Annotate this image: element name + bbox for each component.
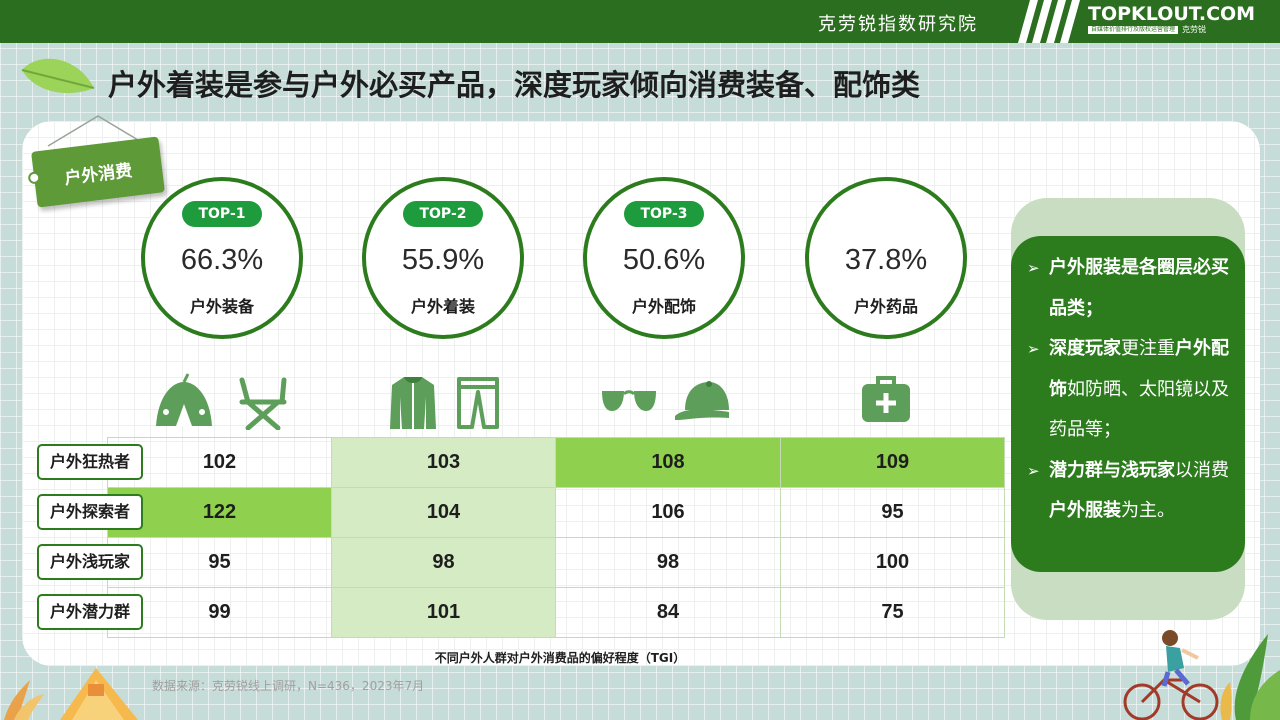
- table-cell: 98: [331, 537, 556, 588]
- topklout-logo: TOPKLOUT.COM 自媒体价值排行及版权运营管理 克劳锐: [1088, 3, 1256, 34]
- percent-value: 66.3%: [180, 244, 264, 276]
- cap-icon: [675, 381, 729, 420]
- rank-badge: TOP-1: [182, 201, 262, 227]
- table-cell: 103: [331, 437, 556, 488]
- rank-badge: TOP-2: [403, 201, 483, 227]
- insight-item: ➢ 潜力群与浅玩家以消费户外服装为主。: [1027, 451, 1231, 532]
- table-cell: 84: [555, 587, 781, 638]
- sunglasses-icon: [602, 390, 656, 411]
- percent-value: 50.6%: [622, 244, 706, 276]
- table-cell: 104: [331, 487, 556, 538]
- leaf-icon: [21, 58, 95, 94]
- category-label: 户外着装: [410, 297, 475, 316]
- top-item-card: 37.8% 户外药品: [805, 177, 967, 339]
- table-row: 122 104 106 95: [107, 487, 1005, 538]
- category-label: 户外配饰: [631, 297, 696, 316]
- tgi-table: 102 103 108 109 122 104 106 95 95 98 98 …: [107, 437, 1005, 638]
- chevron-right-icon: ➢: [1027, 259, 1040, 277]
- institute-name: 克劳锐指数研究院: [818, 14, 978, 35]
- tent-plants-illustration: [4, 668, 138, 720]
- insight-panel: ➢ 户外服装是各圈层必买品类； ➢ 深度玩家更注重户外配饰如防晒、太阳镜以及药品等；…: [1011, 236, 1245, 572]
- header-bar: 克劳锐指数研究院 TOPKLOUT.COM 自媒体价值排行及版权运营管理 克劳锐: [0, 0, 1280, 43]
- top-item-card: TOP-3 50.6% 户外配饰: [583, 177, 745, 339]
- top-item-card: TOP-2 55.9% 户外着装: [362, 177, 524, 339]
- logo-stripes-icon: [1018, 0, 1080, 43]
- category-label: 户外药品: [853, 297, 918, 316]
- table-row: 99 101 84 75: [107, 587, 1005, 638]
- percent-value: 55.9%: [401, 244, 485, 276]
- insight-item: ➢ 深度玩家更注重户外配饰如防晒、太阳镜以及药品等；: [1027, 329, 1231, 451]
- table-cell: 98: [555, 537, 781, 588]
- table-row: 102 103 108 109: [107, 437, 1005, 488]
- folding-chair-icon: [239, 377, 287, 430]
- table-cell: 100: [780, 537, 1005, 588]
- table-cell: 101: [331, 587, 556, 638]
- pants-icon: [457, 377, 499, 429]
- row-label: 户外潜力群: [37, 594, 143, 630]
- row-label: 户外狂热者: [37, 444, 143, 480]
- row-label: 户外浅玩家: [37, 544, 143, 580]
- chevron-right-icon: ➢: [1027, 461, 1040, 480]
- table-row: 95 98 98 100: [107, 537, 1005, 588]
- section-tag: 户外消费: [27, 112, 168, 208]
- chevron-right-icon: ➢: [1027, 340, 1040, 358]
- table-cell: 108: [555, 437, 781, 488]
- rank-badge: TOP-3: [624, 201, 704, 227]
- row-label: 户外探索者: [37, 494, 143, 530]
- top-item-card: TOP-1 66.3% 户外装备: [141, 177, 303, 339]
- hanging-string-icon: [47, 115, 149, 147]
- cyclist-illustration: [1123, 630, 1280, 720]
- table-cell: 109: [780, 437, 1005, 488]
- table-cell: 106: [555, 487, 781, 538]
- first-aid-kit-icon: [862, 376, 910, 422]
- insight-item: ➢ 户外服装是各圈层必买品类；: [1027, 248, 1231, 329]
- page-title: 户外着装是参与户外必买产品，深度玩家倾向消费装备、配饰类: [108, 68, 921, 102]
- table-cell: 75: [780, 587, 1005, 638]
- jacket-icon: [390, 377, 436, 429]
- section-tag-label: 户外消费: [63, 160, 134, 189]
- table-cell: 95: [780, 487, 1005, 538]
- tent-icon: [156, 373, 212, 426]
- table-caption: 不同户外人群对户外消费品的偏好程度（TGI）: [434, 651, 686, 665]
- category-label: 户外装备: [189, 297, 254, 316]
- table-cell: 99: [107, 587, 332, 638]
- percent-value: 37.8%: [844, 244, 928, 276]
- data-source: 数据来源：克劳锐线上调研，N=436，2023年7月: [152, 679, 425, 693]
